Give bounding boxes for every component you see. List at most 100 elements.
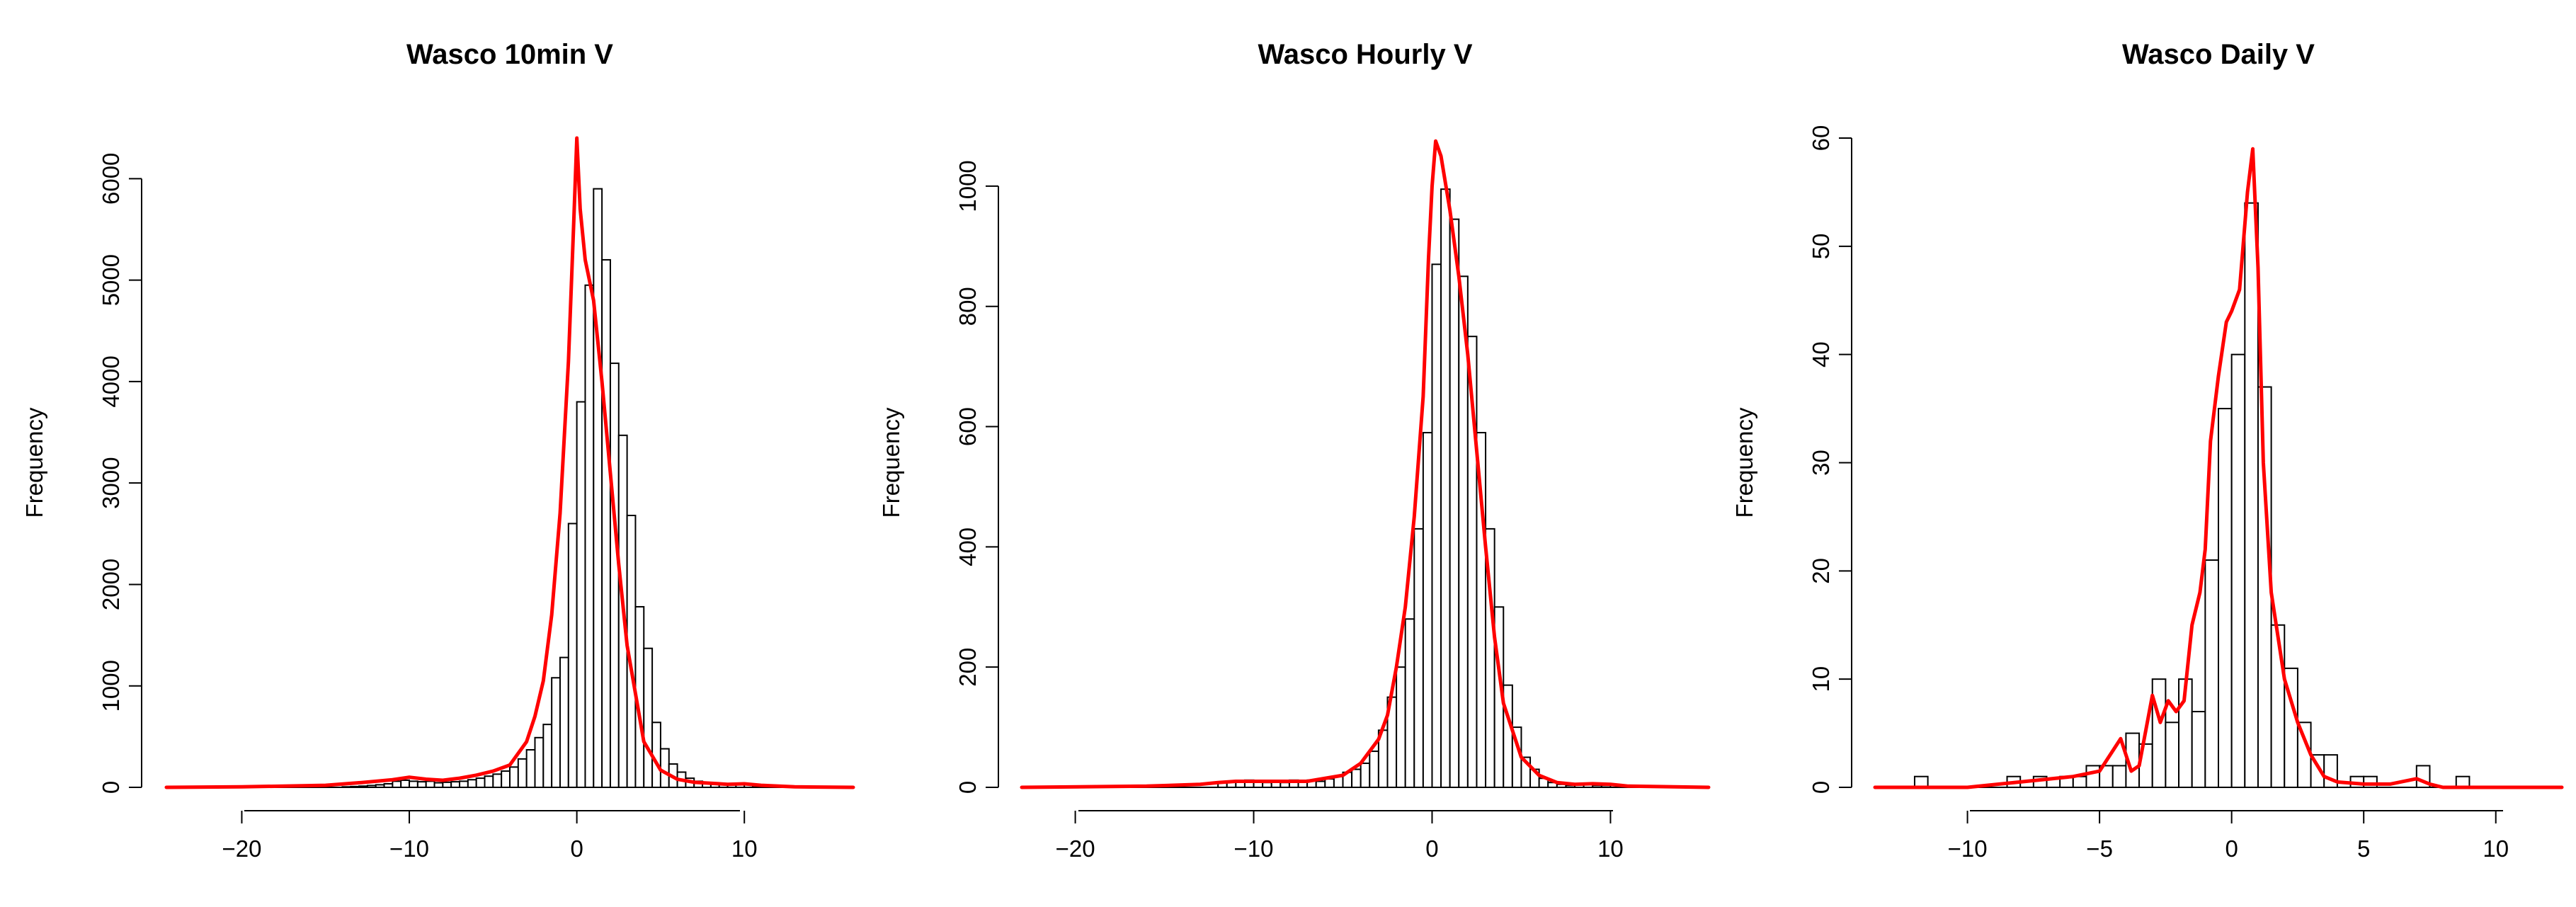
histogram-bar	[375, 784, 385, 788]
histogram-bar	[659, 748, 670, 788]
histogram-bar	[509, 766, 519, 788]
histogram-bar	[1360, 763, 1371, 788]
x-tick-label: −5	[2086, 835, 2113, 862]
histogram-bar	[1592, 785, 1602, 788]
histogram-bar	[2111, 765, 2127, 789]
x-tick-label: 0	[2225, 835, 2238, 862]
y-axis-label: Frequency	[21, 407, 47, 518]
chart-panel-2: Wasco Hourly V Frequency 0 200 400 600 800 1000…	[878, 39, 1711, 862]
histogram-bar	[584, 284, 595, 788]
chart-panel-1: Wasco 10min V Frequency 0 1000 2000 3000 4000 5…	[21, 39, 855, 862]
histogram-bar	[517, 758, 528, 788]
histogram-bar	[542, 724, 553, 789]
histogram-bar	[525, 748, 536, 789]
histogram-bar	[559, 656, 569, 788]
x-tick-label: −10	[1234, 835, 1274, 862]
histogram-bar	[2072, 775, 2087, 789]
histogram-bar	[1280, 782, 1290, 788]
density-curve	[1020, 139, 1711, 789]
y-tick-label: 6000	[98, 153, 124, 205]
histogram-bar	[484, 775, 494, 788]
y-tick-label: 10	[1808, 666, 1834, 692]
y-tick-label: 20	[1808, 558, 1834, 584]
histogram-bar	[409, 780, 418, 788]
y-tick-label: 2000	[98, 559, 124, 610]
histogram-bar	[609, 363, 620, 788]
histogram-bar	[467, 779, 477, 788]
x-tick-label: 5	[2357, 835, 2370, 862]
histogram-bar	[2204, 559, 2220, 788]
histogram-bar	[1404, 618, 1415, 789]
histogram-bar	[1449, 218, 1460, 788]
histogram-bar	[2230, 353, 2246, 788]
histogram-bar	[1422, 432, 1433, 789]
y-axis-label: Frequency	[878, 407, 904, 518]
x-tick-label: 0	[570, 835, 583, 862]
histogram-bar	[2151, 678, 2167, 789]
histogram-bar	[450, 781, 461, 788]
chart-title: Wasco Hourly V	[1258, 39, 1472, 70]
x-tick-label: 10	[2483, 835, 2509, 862]
histogram-bar	[501, 770, 511, 788]
histogram-bar	[593, 188, 603, 788]
x-tick-label: −20	[222, 835, 261, 862]
y-tick-label: 200	[954, 648, 981, 687]
y-tick-label: 0	[1808, 781, 1834, 794]
histogram-bar	[442, 781, 452, 788]
y-tick-label: 400	[954, 527, 981, 566]
histogram-bar	[392, 780, 402, 788]
histogram-bar	[2191, 711, 2206, 788]
histogram-bar	[2270, 624, 2286, 788]
y-tick-label: 0	[98, 781, 124, 794]
x-tick-label: −10	[1948, 835, 1988, 862]
histogram-bar	[2244, 202, 2259, 788]
histogram-bar	[567, 523, 578, 788]
y-tick-label: 5000	[98, 254, 124, 306]
density-curve	[1873, 147, 2564, 789]
y-tick-label: 3000	[98, 457, 124, 508]
histogram-bar	[2296, 721, 2312, 788]
histogram-bar	[551, 677, 561, 788]
density-curve	[164, 136, 855, 789]
histogram-bar	[1351, 768, 1362, 789]
histogram-bar	[358, 785, 368, 789]
histogram-bar	[1396, 666, 1406, 788]
histogram-bar	[1413, 527, 1424, 788]
histogram-bar	[433, 782, 444, 789]
x-tick-label: −10	[389, 835, 429, 862]
y-tick-label: 0	[954, 781, 981, 794]
histogram-bar	[1369, 751, 1379, 788]
chart-title: Wasco 10min V	[406, 39, 613, 70]
histogram-bar	[1315, 780, 1326, 789]
x-tick-label: 10	[731, 835, 758, 862]
y-tick-label: 1000	[954, 160, 981, 212]
histogram-bar	[2218, 408, 2233, 788]
histogram-bar	[1440, 188, 1451, 788]
histogram-bar	[400, 779, 411, 789]
x-tick-label: 0	[1425, 835, 1438, 862]
histogram-bar	[1262, 782, 1272, 788]
x-tick-label: −20	[1056, 835, 1095, 862]
histogram-bar	[383, 782, 394, 788]
histogram-bar	[425, 780, 435, 788]
histogram-bar	[1324, 778, 1335, 788]
histogram-bar	[416, 781, 427, 788]
histogram-bar	[459, 780, 469, 788]
histogram-bar	[366, 785, 377, 788]
histogram-bar	[475, 777, 486, 789]
x-tick-label: 10	[1597, 835, 1624, 862]
histogram-bar	[2165, 721, 2180, 788]
histogram-bar	[643, 647, 654, 789]
histogram-bar	[576, 401, 586, 788]
y-axis-label: Frequency	[1731, 407, 1757, 518]
y-tick-label: 50	[1808, 233, 1834, 259]
histogram-bar	[601, 258, 611, 788]
y-tick-label: 60	[1808, 125, 1834, 152]
histogram-bar	[1431, 263, 1442, 788]
y-tick-label: 600	[954, 407, 981, 446]
y-tick-label: 1000	[98, 660, 124, 712]
histogram-bar	[2085, 765, 2101, 789]
y-tick-label: 30	[1808, 450, 1834, 476]
